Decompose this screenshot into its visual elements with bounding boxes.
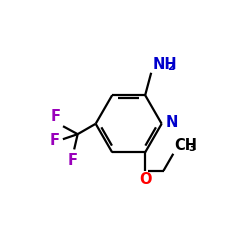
Text: CH: CH <box>174 138 198 152</box>
Text: F: F <box>50 109 60 124</box>
Text: O: O <box>139 172 151 187</box>
Text: N: N <box>166 115 178 130</box>
Text: F: F <box>49 133 59 148</box>
Text: 2: 2 <box>168 62 175 72</box>
Text: 3: 3 <box>188 143 195 153</box>
Text: NH: NH <box>152 56 177 72</box>
Text: F: F <box>68 153 78 168</box>
